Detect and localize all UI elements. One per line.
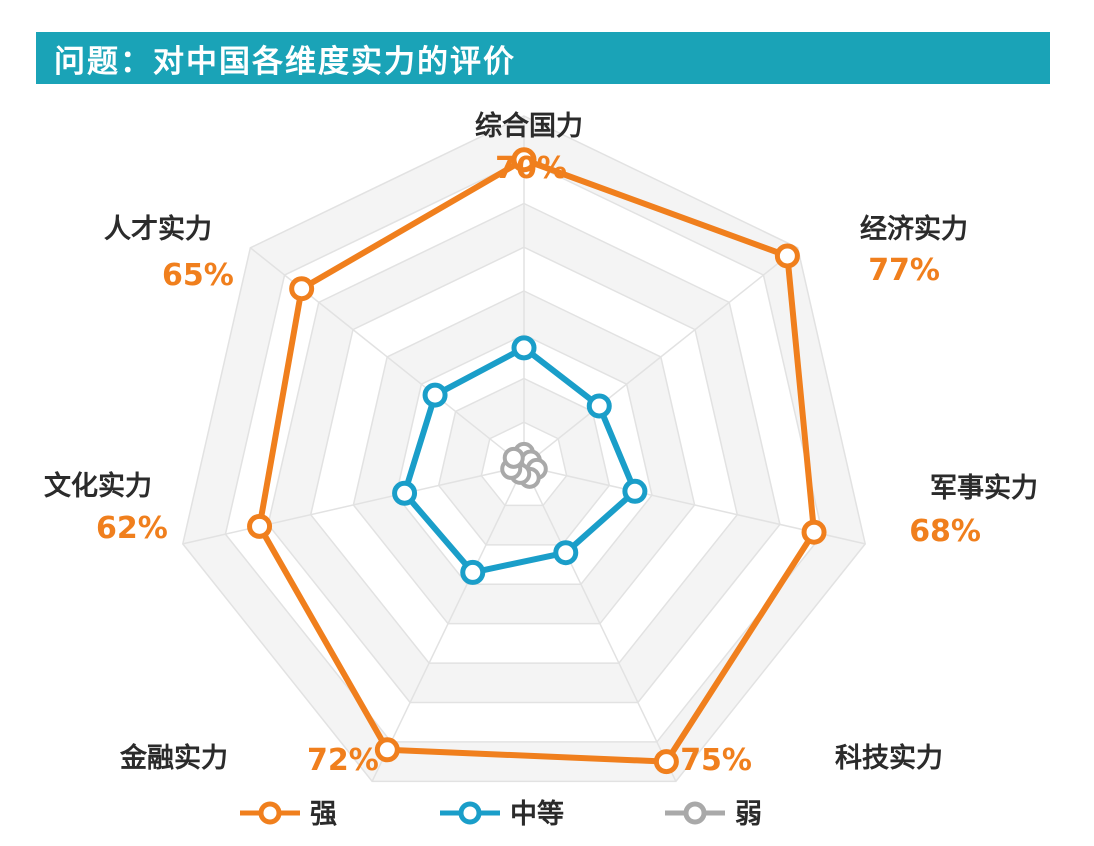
legend-label: 中等 — [510, 798, 564, 830]
data-point — [511, 147, 537, 173]
axis-value-label: 62% — [96, 511, 168, 546]
data-point — [422, 382, 448, 408]
data-point — [622, 478, 648, 504]
series-强 — [247, 147, 827, 775]
data-point — [586, 393, 612, 419]
title-bar: 问题：对中国各维度实力的评价 — [36, 32, 1050, 84]
axis-value-label: 68% — [909, 514, 981, 549]
legend-marker — [258, 801, 282, 825]
axis-value-label: 72% — [307, 743, 379, 778]
data-point — [653, 749, 679, 775]
grid-spoke — [523, 465, 677, 782]
legend-item: 弱 — [665, 799, 762, 830]
grid-spoke — [371, 465, 525, 782]
series-弱 — [500, 441, 548, 489]
axis-value-label: 65% — [162, 258, 234, 293]
data-point — [502, 446, 525, 469]
axis-value-label: 75% — [680, 743, 752, 778]
axis-name-label: 金融实力 — [119, 742, 228, 774]
axis-name-label: 军事实力 — [930, 472, 1038, 504]
axis-name-label: 经济实力 — [860, 213, 968, 245]
data-point — [247, 513, 273, 539]
axis-name-label: 文化实力 — [44, 470, 152, 502]
legend: 强 中等 弱 — [240, 798, 762, 830]
data-point — [374, 737, 400, 763]
chart-title: 问题：对中国各维度实力的评价 — [54, 43, 516, 80]
axis-value-label: 70% — [495, 151, 567, 186]
data-point — [801, 519, 827, 545]
legend-label: 强 — [310, 799, 337, 830]
series-line — [401, 344, 638, 576]
legend-item: 强 — [240, 799, 337, 830]
series-line — [256, 156, 818, 765]
data-point — [511, 335, 537, 361]
grid-spoke — [182, 465, 525, 545]
data-point — [553, 540, 579, 566]
series-layer — [247, 147, 827, 775]
legend-marker — [683, 801, 707, 825]
legend-item: 中等 — [440, 798, 564, 830]
data-point — [774, 243, 800, 269]
data-point — [392, 480, 418, 506]
data-point — [289, 276, 315, 302]
data-point — [460, 559, 486, 585]
axis-name-label: 科技实力 — [835, 742, 943, 774]
axis-name-label: 人才实力 — [104, 213, 212, 245]
series-中等 — [392, 335, 648, 585]
axis-labels: 综合国力 70% 经济实力 77% 军事实力 68% 科技实力 75% 金融实力 72% 文化实力 6… — [44, 110, 1038, 778]
grid-spoke — [523, 247, 799, 467]
axis-name-label: 综合国力 — [475, 110, 583, 142]
legend-marker — [458, 801, 482, 825]
axis-value-label: 77% — [868, 253, 940, 288]
legend-label: 弱 — [735, 799, 762, 830]
